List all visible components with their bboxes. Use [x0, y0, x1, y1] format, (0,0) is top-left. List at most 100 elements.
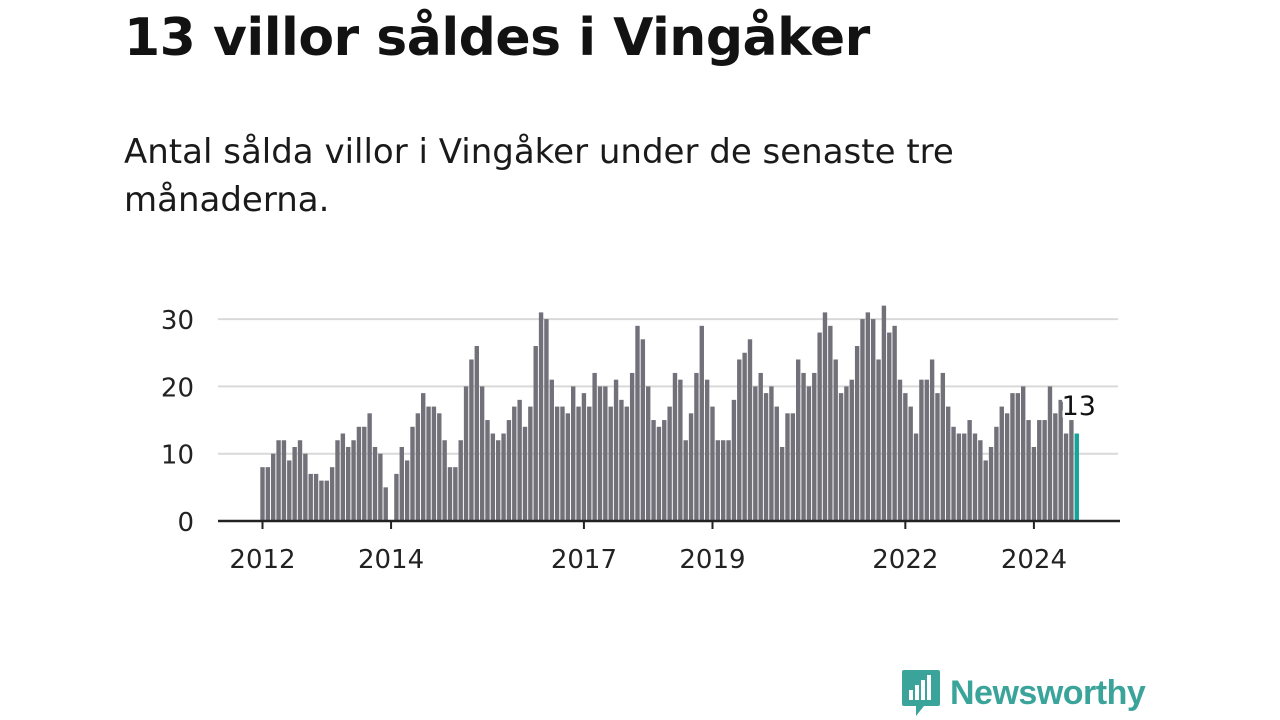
bar	[903, 393, 908, 521]
y-tick-label: 30	[161, 306, 194, 336]
bar	[378, 453, 383, 521]
bar	[517, 399, 522, 521]
bar	[276, 440, 281, 521]
bar	[849, 379, 854, 521]
bar	[828, 325, 833, 521]
bar	[479, 386, 485, 521]
bar	[806, 386, 812, 521]
bar	[1069, 420, 1074, 521]
bar	[399, 446, 404, 521]
bar	[528, 406, 533, 521]
bar	[769, 386, 774, 521]
brand-logo: Newsworthy	[900, 668, 1146, 718]
bar	[442, 440, 447, 521]
brand-name: Newsworthy	[950, 673, 1146, 712]
bar	[619, 399, 624, 521]
bar	[404, 460, 410, 521]
bar	[431, 406, 437, 521]
bar	[496, 440, 501, 521]
bar	[913, 433, 919, 521]
y-tick-label: 10	[161, 441, 194, 471]
bar	[1042, 420, 1047, 521]
highlight-value-label: 13	[1062, 391, 1096, 422]
bar	[635, 325, 640, 521]
newsworthy-logo-icon	[902, 670, 940, 716]
bar	[1026, 420, 1031, 521]
x-tick-label: 2012	[229, 545, 295, 575]
bar	[1058, 399, 1063, 521]
bar	[501, 433, 506, 521]
bar	[1031, 446, 1037, 521]
bar	[426, 406, 431, 521]
bar	[737, 359, 742, 521]
bar	[929, 359, 935, 521]
bar	[758, 372, 763, 521]
bar	[415, 413, 421, 521]
bar	[372, 446, 378, 521]
bar	[822, 312, 828, 521]
bar	[437, 413, 442, 521]
bar	[994, 426, 999, 521]
bar	[988, 446, 994, 521]
bar	[817, 332, 822, 521]
bar	[785, 413, 790, 521]
bar	[844, 386, 849, 521]
bar	[281, 440, 287, 521]
bar	[346, 446, 351, 521]
bar	[303, 453, 308, 521]
bar	[260, 467, 265, 521]
bar	[506, 420, 512, 521]
bar	[447, 467, 453, 521]
bar	[656, 426, 662, 521]
bar	[329, 467, 335, 521]
bar	[881, 305, 887, 521]
bar	[313, 473, 319, 521]
bar	[640, 339, 646, 521]
bar	[308, 473, 313, 521]
bar	[774, 406, 779, 521]
bar	[999, 406, 1004, 521]
bar	[672, 372, 678, 521]
bar	[629, 372, 635, 521]
bar	[919, 379, 924, 521]
bar	[335, 440, 340, 521]
bar	[870, 319, 876, 521]
bar	[972, 433, 978, 521]
bar	[951, 426, 956, 521]
bar	[908, 406, 913, 521]
bar	[876, 359, 881, 521]
bar	[742, 352, 747, 521]
bar	[410, 426, 415, 521]
bar	[587, 406, 592, 521]
bar	[892, 325, 897, 521]
bar	[571, 386, 576, 521]
bar	[887, 332, 892, 521]
bar	[297, 440, 303, 521]
bar	[421, 393, 426, 521]
bar	[747, 339, 753, 521]
bar	[549, 379, 554, 521]
bar	[356, 426, 362, 521]
bar	[1010, 393, 1015, 521]
x-tick-label: 2024	[1001, 545, 1067, 575]
bar-highlight	[1074, 433, 1079, 521]
bar	[967, 420, 972, 521]
bar	[667, 406, 672, 521]
bar	[924, 379, 929, 521]
bar	[576, 406, 581, 521]
bar	[801, 372, 806, 521]
bar	[897, 379, 903, 521]
bar	[1004, 413, 1010, 521]
subtitle: Antal sålda villor i Vingåker under de s…	[124, 132, 954, 220]
bar	[790, 413, 796, 521]
bar	[469, 359, 474, 521]
bar	[796, 359, 801, 521]
bar	[763, 393, 769, 521]
bar	[394, 473, 399, 521]
bar	[678, 379, 683, 521]
bar	[340, 433, 346, 521]
bar	[688, 413, 694, 521]
bar	[833, 359, 838, 521]
bar	[581, 393, 587, 521]
bar	[1047, 386, 1053, 521]
